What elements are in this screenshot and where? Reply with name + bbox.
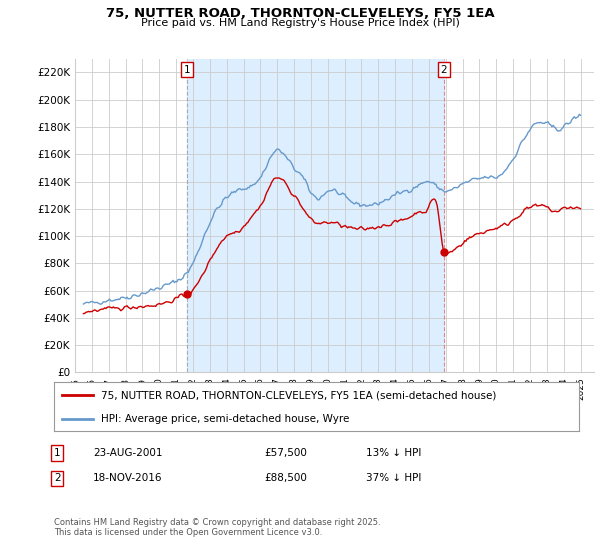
Text: 1: 1 <box>184 65 190 74</box>
Text: £57,500: £57,500 <box>264 448 307 458</box>
Text: 75, NUTTER ROAD, THORNTON-CLEVELEYS, FY5 1EA (semi-detached house): 75, NUTTER ROAD, THORNTON-CLEVELEYS, FY5… <box>101 390 497 400</box>
Text: 13% ↓ HPI: 13% ↓ HPI <box>366 448 421 458</box>
Text: Contains HM Land Registry data © Crown copyright and database right 2025.
This d: Contains HM Land Registry data © Crown c… <box>54 518 380 538</box>
Text: 2: 2 <box>440 65 447 74</box>
Text: 37% ↓ HPI: 37% ↓ HPI <box>366 473 421 483</box>
Text: 23-AUG-2001: 23-AUG-2001 <box>93 448 163 458</box>
Text: 75, NUTTER ROAD, THORNTON-CLEVELEYS, FY5 1EA: 75, NUTTER ROAD, THORNTON-CLEVELEYS, FY5… <box>106 7 494 20</box>
Text: £88,500: £88,500 <box>264 473 307 483</box>
Text: HPI: Average price, semi-detached house, Wyre: HPI: Average price, semi-detached house,… <box>101 414 350 424</box>
Text: 18-NOV-2016: 18-NOV-2016 <box>93 473 163 483</box>
Bar <box>187 59 443 372</box>
Text: Price paid vs. HM Land Registry's House Price Index (HPI): Price paid vs. HM Land Registry's House … <box>140 18 460 28</box>
Text: 1: 1 <box>54 448 61 458</box>
Text: 2: 2 <box>54 473 61 483</box>
